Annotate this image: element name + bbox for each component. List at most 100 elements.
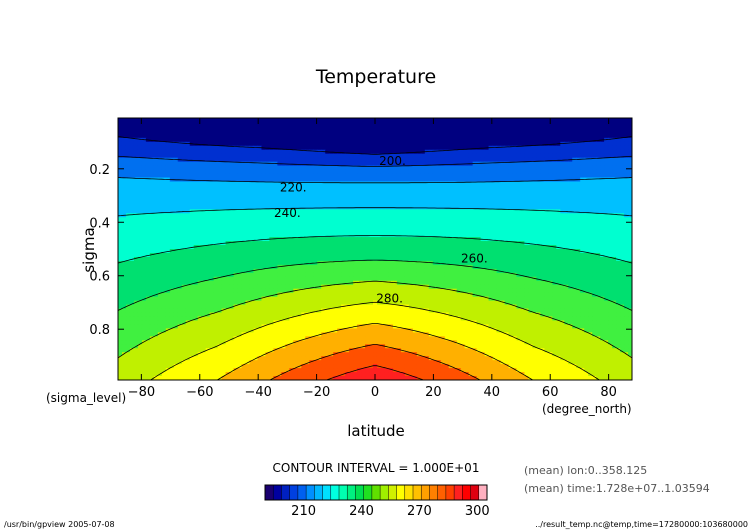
field-cell xyxy=(145,229,151,234)
field-cell xyxy=(129,141,135,147)
field-cell xyxy=(221,181,227,187)
field-cell xyxy=(628,209,632,214)
field-cell xyxy=(412,133,418,139)
field-cell xyxy=(165,118,171,123)
field-cell xyxy=(456,153,462,159)
field-cell xyxy=(265,181,271,187)
field-cell xyxy=(452,264,458,270)
field-cell xyxy=(245,233,251,238)
field-cell xyxy=(185,237,191,242)
field-cell xyxy=(452,145,458,151)
field-cell xyxy=(189,221,195,226)
field-cell xyxy=(568,129,573,135)
field-cell xyxy=(520,217,526,222)
field-cell xyxy=(193,264,199,270)
field-cell xyxy=(484,209,490,214)
field-cell xyxy=(261,233,267,238)
field-cell xyxy=(257,241,263,246)
field-cell xyxy=(277,241,282,246)
field-cell xyxy=(416,241,422,246)
field-cell xyxy=(165,193,171,198)
field-cell xyxy=(516,121,522,127)
field-cell xyxy=(321,225,326,230)
field-cell xyxy=(217,264,223,270)
field-cell xyxy=(157,181,163,187)
field-cell xyxy=(556,256,561,262)
field-cell xyxy=(496,252,502,258)
field-cell xyxy=(257,260,263,266)
field-cell xyxy=(412,241,418,246)
field-cell xyxy=(568,197,573,202)
field-cell xyxy=(612,121,617,127)
field-cell xyxy=(137,245,143,250)
field-cell xyxy=(225,252,231,258)
field-cell xyxy=(468,157,474,163)
field-cell xyxy=(125,197,131,202)
field-cell xyxy=(444,193,450,198)
field-cell xyxy=(181,185,187,191)
field-cell xyxy=(508,193,514,198)
field-cell xyxy=(452,153,458,159)
field-cell xyxy=(444,205,450,210)
field-cell xyxy=(149,237,155,242)
field-cell xyxy=(540,181,545,187)
field-cell xyxy=(201,121,207,127)
field-cell xyxy=(488,118,494,123)
field-cell xyxy=(118,260,123,266)
field-cell xyxy=(604,157,609,163)
field-cell xyxy=(512,225,518,230)
field-cell xyxy=(436,213,442,218)
field-cell xyxy=(584,193,589,198)
field-cell xyxy=(365,241,370,246)
field-cell xyxy=(608,233,613,238)
field-cell xyxy=(361,161,366,167)
field-cell xyxy=(297,153,302,159)
field-cell xyxy=(245,129,251,135)
field-cell xyxy=(177,193,183,198)
field-cell xyxy=(556,221,561,226)
field-cell xyxy=(556,225,561,230)
field-cell xyxy=(293,249,298,254)
field-cell xyxy=(213,173,219,179)
field-cell xyxy=(504,185,510,191)
field-cell xyxy=(612,217,617,222)
field-cell xyxy=(544,260,549,266)
field-cell xyxy=(197,217,203,222)
field-cell xyxy=(357,177,362,183)
field-cell xyxy=(504,149,510,155)
field-cell xyxy=(580,209,585,214)
field-cell xyxy=(269,209,274,214)
field-cell xyxy=(217,137,223,143)
field-cell xyxy=(118,125,123,131)
field-cell xyxy=(121,173,127,179)
field-cell xyxy=(365,169,370,175)
field-cell xyxy=(289,201,294,206)
field-cell xyxy=(337,268,342,274)
field-cell xyxy=(448,185,454,191)
field-cell xyxy=(628,118,632,123)
field-cell xyxy=(440,221,446,226)
field-cell xyxy=(464,137,470,143)
field-cell xyxy=(257,125,263,131)
field-cell xyxy=(137,221,143,226)
field-cell xyxy=(616,209,621,214)
field-cell xyxy=(345,121,350,127)
field-cell xyxy=(149,189,155,195)
field-cell xyxy=(333,213,338,218)
field-cell xyxy=(604,153,609,159)
field-cell xyxy=(624,209,629,214)
field-cell xyxy=(488,133,494,139)
field-cell xyxy=(361,221,366,226)
field-cell xyxy=(456,189,462,195)
field-cell xyxy=(492,197,498,202)
field-cell xyxy=(349,121,354,127)
field-cell xyxy=(165,229,171,234)
field-cell xyxy=(325,193,330,198)
field-cell xyxy=(349,193,354,198)
field-cell xyxy=(193,260,199,266)
field-cell xyxy=(492,233,498,238)
field-cell xyxy=(241,121,247,127)
field-cell xyxy=(468,193,474,198)
field-cell xyxy=(177,249,183,254)
field-cell xyxy=(249,185,255,191)
